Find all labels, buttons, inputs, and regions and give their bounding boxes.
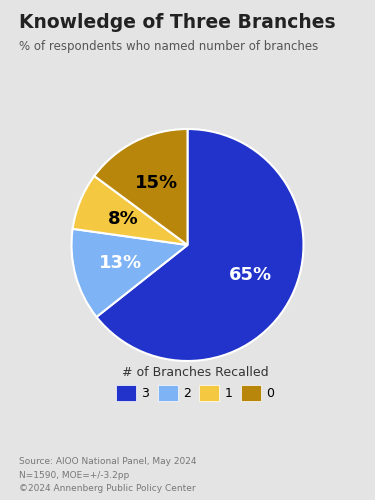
Text: Source: AIOO National Panel, May 2024
N=1590, MOE=+/-3.2pp
©2024 Annenberg Publi: Source: AIOO National Panel, May 2024 N=…: [19, 458, 196, 493]
Wedge shape: [72, 229, 188, 317]
Wedge shape: [73, 176, 188, 245]
Text: 65%: 65%: [229, 266, 272, 284]
Text: Knowledge of Three Branches: Knowledge of Three Branches: [19, 12, 335, 32]
Legend: 3, 2, 1, 0: 3, 2, 1, 0: [111, 361, 279, 406]
Text: 13%: 13%: [99, 254, 142, 272]
Text: % of respondents who named number of branches: % of respondents who named number of bra…: [19, 40, 318, 53]
Wedge shape: [96, 129, 303, 361]
Text: 15%: 15%: [135, 174, 178, 192]
Wedge shape: [94, 129, 188, 245]
Text: 8%: 8%: [108, 210, 138, 228]
